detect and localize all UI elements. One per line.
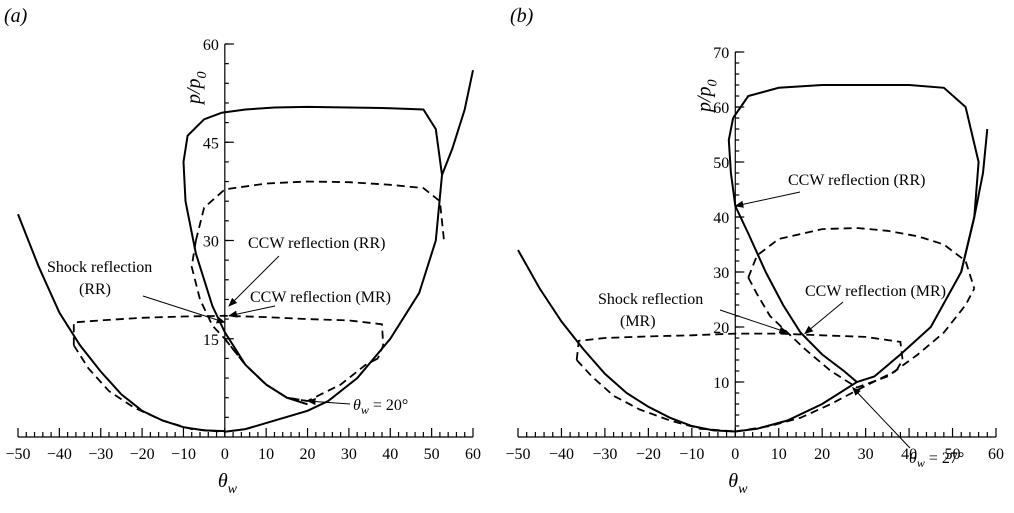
x-tick-label: 30 <box>341 446 357 463</box>
y-tick-label: 70 <box>713 45 729 62</box>
x-tick-label: 60 <box>988 446 1004 463</box>
solid-left-parabola-curve <box>517 249 736 433</box>
annotation-arrow <box>228 255 280 307</box>
x-tick-label: −40 <box>47 446 72 463</box>
x-tick-label: 20 <box>300 446 316 463</box>
panel-b-curves <box>517 84 989 433</box>
y-axis-title: p/p0 <box>183 71 210 106</box>
x-tick-label: −40 <box>549 446 574 463</box>
x-tick-label: −30 <box>88 446 113 463</box>
x-tick-label: 30 <box>858 446 874 463</box>
annotation-label: CCW reflection (MR) <box>805 283 946 300</box>
y-tick-label: 20 <box>713 320 729 337</box>
panel-a: (a) θw p/p0 −50 −40 −30 −20 −10 0 10 20 30 40 50 60 1… <box>4 5 481 497</box>
y-tick-label: 45 <box>203 135 219 152</box>
annotation-label-line2: (MR) <box>620 313 656 330</box>
solid-right-branch-curve <box>960 128 989 273</box>
panel-a-label: (a) <box>4 5 28 27</box>
annotation-arrow <box>851 386 911 449</box>
x-tick-label: −10 <box>679 446 704 463</box>
panel-a-annotations: CCW reflection (RR) Shock reflection (RR) C… <box>47 235 408 417</box>
annotation-label: CCW reflection (RR) <box>788 172 925 189</box>
x-tick-label: 0 <box>221 446 229 463</box>
solid-upper-loop-curve <box>221 105 444 433</box>
x-tick-label: 50 <box>424 446 440 463</box>
solid-upper-loop-left-curve <box>727 117 858 383</box>
annotation-label: θw = 20° <box>353 397 408 417</box>
dashed-upper-loop-left-curve <box>747 277 976 389</box>
annotation-arrow <box>734 191 801 208</box>
annotation-arrow <box>804 301 844 335</box>
annotation-label: Shock reflection <box>47 259 152 276</box>
y-tick-label: 15 <box>203 332 219 349</box>
panel-a-axes: θw p/p0 <box>18 44 473 497</box>
annotation-arrow <box>228 305 276 318</box>
annotation-label: CCW reflection (MR) <box>250 289 391 306</box>
annotation-label: CCW reflection (RR) <box>248 235 385 252</box>
x-tick-label: 40 <box>382 446 398 463</box>
annotation-label-line2: (RR) <box>79 281 111 298</box>
solid-upper-loop-curve <box>732 84 980 433</box>
annotation-arrow <box>306 397 351 406</box>
x-tick-label: −50 <box>5 446 30 463</box>
solid-upper-loop-left-curve <box>182 111 308 406</box>
panel-b-axes: θw p/p0 <box>518 52 996 497</box>
x-tick-label: −50 <box>505 446 530 463</box>
x-tick-label: −30 <box>592 446 617 463</box>
dashed-upper-loop-curve <box>747 227 976 289</box>
x-tick-label: 10 <box>258 446 274 463</box>
y-tick-label: 40 <box>713 210 729 227</box>
dashed-upper-loop-curve <box>195 180 445 241</box>
y-axis-title: p/p0 <box>693 79 720 114</box>
x-tick-label: 10 <box>771 446 787 463</box>
dashed-left-branch-curve <box>73 344 225 433</box>
y-tick-label: 60 <box>713 100 729 117</box>
panel-a-curves <box>17 69 474 433</box>
x-tick-label: −20 <box>636 446 661 463</box>
dashed-lower-loop-curve <box>575 332 904 372</box>
x-tick-label: 20 <box>814 446 830 463</box>
dashed-right-branch-curve <box>735 370 897 433</box>
dashed-right-branch-curve <box>224 338 379 402</box>
x-tick-label: −10 <box>171 446 196 463</box>
x-tick-label: 0 <box>731 446 739 463</box>
annotation-arrow <box>142 295 226 324</box>
x-axis-title: θw <box>728 470 748 497</box>
dashed-upper-loop-left-curve <box>190 240 308 402</box>
panel-b-annotations: CCW reflection (RR) Shock reflection (MR) C… <box>598 172 964 470</box>
solid-right-branch-curve <box>441 69 474 176</box>
y-tick-label: 30 <box>713 265 729 282</box>
dashed-lower-loop-curve <box>72 314 385 359</box>
panel-a-ticks: −50 −40 −30 −20 −10 0 10 20 30 40 50 60 15 30 45 60 <box>5 37 481 463</box>
y-tick-label: 60 <box>203 37 219 54</box>
x-tick-label: 60 <box>465 446 481 463</box>
panel-b-ticks: −50 −40 −30 −20 −10 0 10 20 30 40 50 60 10 20 30 40 50 60… <box>505 45 1004 463</box>
annotation-arrow <box>719 309 789 334</box>
annotation-label: θw = 27° <box>909 450 964 470</box>
x-tick-label: 40 <box>901 446 917 463</box>
panel-b: (b) θw p/p0 −50 −40 −30 −20 −10 0 10 20 30 40 50 60 1… <box>505 5 1004 497</box>
annotation-label: Shock reflection <box>598 291 703 308</box>
x-tick-label: −20 <box>130 446 155 463</box>
panel-b-label: (b) <box>510 5 534 27</box>
dashed-left-branch-curve <box>576 359 736 433</box>
y-tick-label: 10 <box>713 375 729 392</box>
x-tick-label: 50 <box>945 446 961 463</box>
x-axis-title: θw <box>218 470 238 497</box>
y-tick-label: 50 <box>713 155 729 172</box>
y-tick-label: 30 <box>203 234 219 251</box>
